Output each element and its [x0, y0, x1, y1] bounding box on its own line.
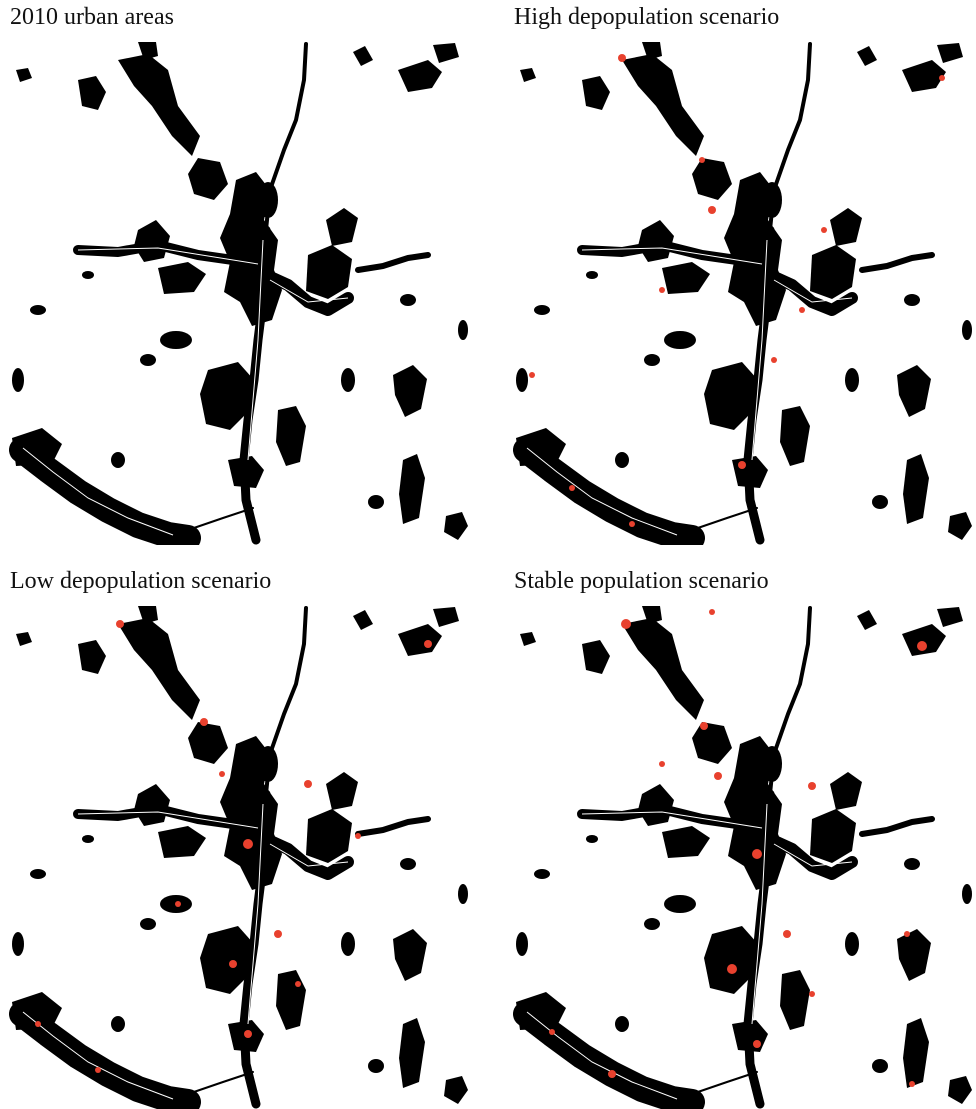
urban-map	[512, 40, 972, 545]
map-panel: Low depopulation scenario	[8, 568, 474, 1108]
panel-title: Stable population scenario	[514, 568, 769, 595]
panel-title: High depopulation scenario	[514, 4, 779, 31]
map-panel: Stable population scenario	[512, 568, 976, 1108]
panel-title: Low depopulation scenario	[10, 568, 271, 595]
page: 2010 urban areas High depopulation scena…	[0, 0, 976, 1104]
urban-map	[512, 604, 972, 1109]
panel-title: 2010 urban areas	[10, 4, 174, 31]
map-panel: High depopulation scenario	[512, 4, 976, 544]
urban-map	[8, 604, 468, 1109]
urban-map	[8, 40, 468, 545]
map-panel: 2010 urban areas	[8, 4, 474, 544]
